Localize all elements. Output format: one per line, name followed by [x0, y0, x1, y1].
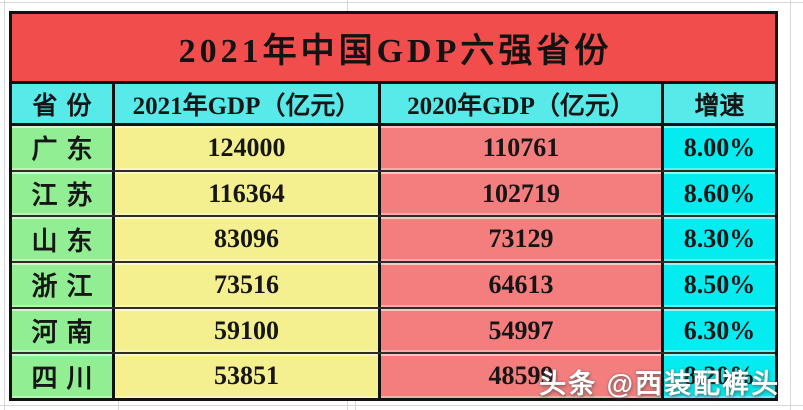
cell-province: 四川: [12, 354, 115, 399]
header-gdp-2021: 2021年GDP（亿元）: [115, 84, 381, 123]
gridline: [4, 0, 5, 410]
cell-growth: 8.50%: [664, 263, 775, 307]
cell-gdp-2020: 54997: [381, 308, 664, 353]
cell-gdp-2020: 73129: [381, 217, 664, 262]
cell-gdp-2021: 116364: [115, 171, 381, 216]
cell-gdp-2021: 53851: [115, 354, 381, 399]
cell-gdp-2020: 110761: [381, 126, 664, 170]
cell-growth: 8.30%: [664, 217, 775, 262]
cell-province: 江苏: [12, 171, 115, 216]
cell-growth: 8.60%: [664, 171, 775, 216]
cell-province: 广东: [12, 126, 115, 170]
header-gdp-2020: 2020年GDP（亿元）: [381, 84, 664, 123]
cell-province: 浙江: [12, 263, 115, 307]
cell-gdp-2021: 83096: [115, 217, 381, 262]
table-title: 2021年中国GDP六强省份: [12, 14, 775, 84]
cell-growth: 8.20%: [664, 354, 775, 399]
cell-growth: 6.30%: [664, 308, 775, 353]
table-row: 浙江 73516 64613 8.50%: [12, 261, 775, 307]
cell-gdp-2021: 124000: [115, 126, 381, 170]
table-row: 江苏 116364 102719 8.60%: [12, 169, 775, 216]
cell-gdp-2020: 48599: [381, 354, 664, 399]
table-row: 广东 124000 110761 8.00%: [12, 126, 775, 170]
cell-gdp-2021: 59100: [115, 308, 381, 353]
header-province: 省份: [12, 84, 115, 123]
header-growth: 增速: [664, 84, 775, 123]
cell-growth: 8.00%: [664, 126, 775, 170]
gridline: [0, 405, 803, 406]
gridline: [790, 0, 791, 410]
header-row: 省份 2021年GDP（亿元） 2020年GDP（亿元） 增速: [12, 84, 775, 126]
gridline: [118, 400, 119, 410]
cell-gdp-2021: 73516: [115, 263, 381, 307]
table-row: 河南 59100 54997 6.30%: [12, 306, 775, 353]
toutiao-watermark: 头条 @西装配裤头: [539, 369, 780, 399]
gdp-table: 2021年中国GDP六强省份 省份 2021年GDP（亿元） 2020年GDP（…: [9, 11, 778, 401]
cell-province: 河南: [12, 308, 115, 353]
cell-gdp-2020: 102719: [381, 171, 664, 216]
gridline: [355, 400, 356, 410]
table-row: 四川 53851 48599 8.20%: [12, 352, 775, 399]
cell-gdp-2020: 64613: [381, 263, 664, 307]
gridline: [0, 2, 803, 3]
cell-province: 山东: [12, 217, 115, 262]
table-row: 山东 83096 73129 8.30%: [12, 215, 775, 262]
